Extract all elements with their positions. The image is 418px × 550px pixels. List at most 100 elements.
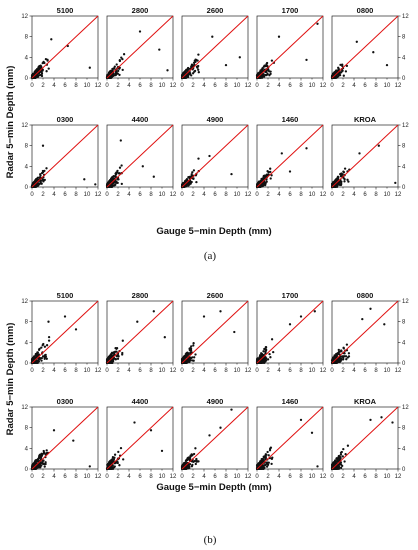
data-point: [112, 351, 116, 354]
data-point: [182, 73, 185, 76]
data-point: [197, 71, 200, 74]
x-tick-label: 12: [95, 192, 102, 198]
one-to-one-line: [181, 300, 249, 364]
data-point: [340, 71, 343, 74]
x-tick-label: 0: [30, 368, 34, 374]
x-tick-label: 2: [191, 83, 195, 89]
x-tick-label: 12: [320, 83, 327, 89]
data-point: [208, 154, 211, 158]
y-tick-label: 8: [25, 320, 29, 326]
data-point: [262, 183, 266, 186]
data-point: [39, 64, 42, 67]
x-axis-title-b: Gauge 5−min Depth (mm): [156, 482, 271, 493]
data-point: [88, 465, 91, 468]
data-point: [262, 459, 265, 463]
data-point: [194, 60, 197, 64]
x-tick-label: 0: [180, 474, 184, 480]
y-tick-label: 8: [402, 426, 406, 432]
data-point: [191, 463, 194, 467]
x-tick-label: 4: [52, 368, 56, 374]
data-point: [133, 421, 136, 424]
x-tick-label: 6: [288, 474, 292, 480]
data-point: [187, 183, 191, 186]
x-tick-label: 12: [170, 83, 177, 89]
x-tick-label: 12: [95, 83, 102, 89]
data-point: [339, 466, 343, 469]
data-point: [343, 180, 346, 183]
x-tick-label: 4: [202, 474, 206, 480]
data-point: [190, 345, 193, 348]
data-point: [163, 336, 166, 339]
data-point: [192, 460, 195, 463]
data-point: [158, 48, 161, 51]
data-point: [111, 73, 115, 76]
data-point: [263, 347, 266, 351]
one-to-one-line: [181, 124, 249, 188]
data-point: [258, 356, 261, 359]
data-point: [191, 72, 195, 75]
data-point: [264, 352, 267, 355]
x-tick-label: 4: [277, 192, 281, 198]
y-tick-label: 0: [25, 76, 29, 82]
data-point: [337, 467, 341, 470]
x-tick-label: 0: [255, 83, 259, 89]
y-axis-title-b: Radar 5−min Depth (mm): [5, 323, 16, 436]
data-point: [258, 461, 261, 465]
data-point: [337, 182, 341, 186]
data-point: [39, 174, 42, 177]
data-point: [47, 335, 51, 339]
data-point: [268, 352, 271, 356]
data-point: [114, 172, 118, 175]
y-tick-label: 12: [21, 14, 28, 20]
x-tick-label: 6: [288, 368, 292, 374]
data-point: [120, 56, 123, 59]
y-tick-label: 0: [25, 361, 29, 367]
one-to-one-line: [331, 124, 399, 188]
x-tick-label: 10: [234, 368, 241, 374]
x-tick-label: 6: [138, 83, 142, 89]
data-point: [265, 462, 269, 465]
data-point: [74, 328, 78, 331]
data-point: [181, 464, 184, 467]
scatter-panel: 1460 0 2 4 6 8 10 12: [255, 115, 327, 198]
x-tick-label: 0: [105, 192, 109, 198]
data-point: [166, 69, 169, 72]
data-point: [344, 355, 348, 358]
x-tick-label: 4: [202, 83, 206, 89]
x-tick-label: 0: [105, 474, 109, 480]
data-point: [224, 63, 228, 67]
data-points: [30, 429, 91, 471]
x-tick-label: 10: [234, 83, 241, 89]
data-point: [184, 459, 188, 462]
data-point: [202, 315, 206, 318]
x-tick-label: 6: [288, 192, 292, 198]
data-point: [117, 450, 120, 454]
data-point: [267, 454, 270, 457]
data-point: [50, 38, 53, 41]
data-point: [340, 450, 343, 454]
data-point: [113, 465, 116, 468]
x-tick-label: 12: [395, 83, 402, 89]
one-to-one-line: [256, 15, 324, 79]
x-tick-label: 2: [266, 83, 270, 89]
one-to-one-line: [31, 15, 99, 79]
data-point: [192, 359, 195, 362]
one-to-one-line: [256, 406, 324, 470]
x-tick-label: 10: [84, 474, 91, 480]
y-tick-label: 4: [402, 446, 406, 452]
x-tick-label: 8: [299, 83, 303, 89]
data-point: [187, 175, 190, 179]
data-point: [33, 355, 36, 358]
x-tick-label: 10: [234, 474, 241, 480]
x-tick-label: 2: [341, 83, 345, 89]
data-points: [105, 139, 155, 189]
x-tick-label: 4: [352, 368, 356, 374]
data-point: [116, 461, 119, 465]
y-axis-title-a: Radar 5−min Depth (mm): [5, 66, 16, 179]
one-to-one-line: [106, 406, 174, 470]
data-point: [266, 358, 270, 361]
data-point: [369, 307, 372, 310]
data-point: [188, 465, 191, 468]
data-point: [343, 460, 346, 463]
